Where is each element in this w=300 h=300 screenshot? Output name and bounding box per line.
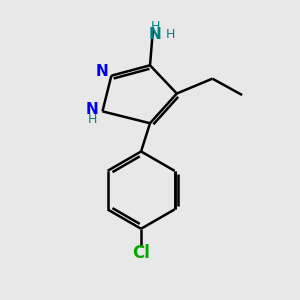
- Text: N: N: [86, 102, 98, 117]
- Text: Cl: Cl: [132, 244, 150, 262]
- Text: N: N: [149, 28, 162, 43]
- Text: N: N: [95, 64, 108, 79]
- Text: H: H: [87, 113, 97, 126]
- Text: H: H: [151, 20, 160, 33]
- Text: H: H: [166, 28, 175, 41]
